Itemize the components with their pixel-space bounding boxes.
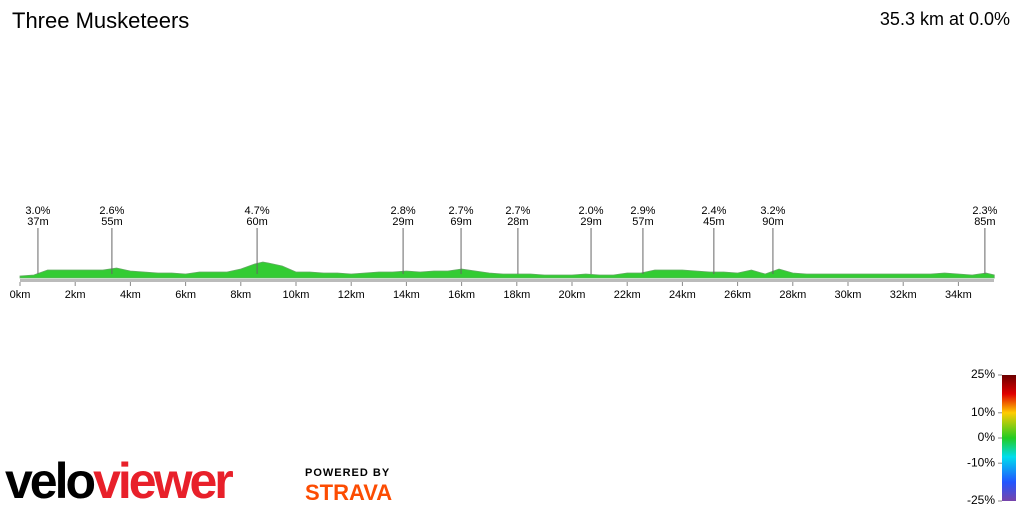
climb-gradient: 2.4% <box>701 205 726 217</box>
colorbar-label: 10% <box>971 405 995 419</box>
x-tick-label: 12km <box>338 289 365 301</box>
x-tick-label: 24km <box>669 289 696 301</box>
x-tick-label: 26km <box>724 289 751 301</box>
x-tick-label: 8km <box>230 289 251 301</box>
climb-length: 85m <box>974 216 995 228</box>
elevation-profile <box>19 261 995 279</box>
x-tick-label: 0km <box>10 289 31 301</box>
colorbar-label: -10% <box>967 455 995 469</box>
climb-length: 90m <box>762 216 783 228</box>
x-tick-label: 32km <box>890 289 917 301</box>
colorbar <box>1002 375 1016 501</box>
colorbar-label: 0% <box>978 430 996 444</box>
x-tick-label: 30km <box>835 289 862 301</box>
climb-gradient: 3.0% <box>25 205 50 217</box>
x-tick-label: 22km <box>614 289 641 301</box>
colorbar-label: 25% <box>971 367 995 381</box>
climb-length: 37m <box>27 216 48 228</box>
climb-length: 28m <box>507 216 528 228</box>
logo: veloviewer <box>5 453 233 509</box>
climb-gradient: 2.9% <box>630 205 655 217</box>
x-tick-label: 14km <box>393 289 420 301</box>
x-tick-label: 20km <box>559 289 586 301</box>
strava-logo: STRAVA <box>305 480 392 505</box>
climb-gradient: 2.3% <box>972 205 997 217</box>
climb-gradient: 3.2% <box>760 205 785 217</box>
climb-gradient: 2.7% <box>449 205 474 217</box>
climb-gradient: 2.8% <box>391 205 416 217</box>
route-bar <box>20 279 994 282</box>
x-tick-label: 10km <box>283 289 310 301</box>
climb-length: 45m <box>703 216 724 228</box>
x-tick-label: 28km <box>779 289 806 301</box>
climb-gradient: 2.0% <box>579 205 604 217</box>
x-tick-label: 6km <box>175 289 196 301</box>
climb-gradient: 2.6% <box>99 205 124 217</box>
colorbar-label: -25% <box>967 493 995 507</box>
x-tick-label: 2km <box>65 289 86 301</box>
climb-length: 55m <box>101 216 122 228</box>
x-tick-label: 4km <box>120 289 141 301</box>
climb-length: 57m <box>632 216 653 228</box>
climb-length: 60m <box>246 216 267 228</box>
x-tick-label: 18km <box>503 289 530 301</box>
x-tick-label: 16km <box>448 289 475 301</box>
powered-by: POWERED BY <box>305 467 390 479</box>
x-tick-label: 34km <box>945 289 972 301</box>
title: Three Musketeers <box>12 8 189 33</box>
climb-gradient: 2.7% <box>505 205 530 217</box>
climb-gradient: 4.7% <box>245 205 270 217</box>
climb-length: 29m <box>392 216 413 228</box>
climb-length: 69m <box>450 216 471 228</box>
subtitle: 35.3 km at 0.0% <box>880 9 1010 29</box>
climb-length: 29m <box>580 216 601 228</box>
